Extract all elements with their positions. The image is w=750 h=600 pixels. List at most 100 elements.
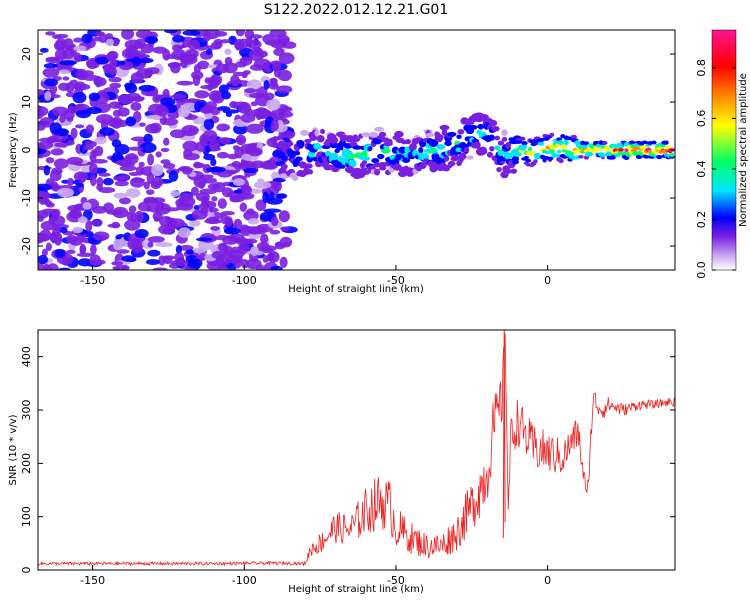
spectrogram-noise-blob: [44, 78, 59, 87]
spectrogram-noise-blob: [260, 233, 269, 244]
spectrogram-noise-blob: [240, 259, 250, 269]
spectrogram-signal-cell: [332, 152, 339, 161]
spectrogram-noise-blob: [269, 30, 287, 38]
spectrogram-noise-blob: [276, 85, 293, 94]
spectrogram-noise-blob: [38, 191, 51, 199]
spectrogram-signal-cell: [434, 133, 444, 142]
spectrogram-signal-cell: [466, 155, 474, 160]
spectrogram-noise-blob: [143, 198, 156, 204]
spectrogram-noise-blob: [188, 219, 201, 227]
spectrogram-noise-blob: [221, 91, 232, 100]
chart-title: S122.2022.012.12.21.G01: [264, 2, 449, 18]
spectrogram-noise-blob: [175, 244, 183, 255]
spectrogram-noise-blob: [73, 52, 82, 63]
spectrogram-noise-blob: [279, 226, 290, 232]
spectrogram-noise-blob: [218, 137, 232, 144]
spectrogram-noise-blob: [241, 238, 258, 244]
spectrogram-noise-blob: [145, 123, 160, 134]
spectrogram-noise-blob: [210, 158, 217, 167]
x-tick-label: -150: [80, 274, 105, 287]
spectrogram-signal-cell: [294, 156, 303, 162]
x-tick-label: -50: [387, 274, 405, 287]
spectrogram-noise-blob: [109, 82, 122, 89]
spectrogram-noise-blob: [93, 76, 107, 87]
spectrogram-noise-blob: [190, 186, 199, 197]
spectrogram-noise-blob: [106, 209, 124, 215]
spectrogram-signal-cell: [381, 147, 391, 154]
x-tick-label: -100: [232, 274, 257, 287]
spectrogram-noise-blob: [134, 210, 144, 223]
spectrogram-noise-blob: [177, 106, 190, 118]
spectrogram-noise-blob: [82, 145, 94, 150]
spectrogram-noise-blob: [182, 30, 201, 36]
spectrogram-noise-blob: [45, 31, 56, 36]
spectrogram-y-ticks: -20 -10 0 10 20: [20, 47, 675, 255]
spectrogram-noise-blob: [89, 254, 101, 266]
spectrogram-signal-cell: [361, 160, 367, 165]
spectrogram-noise-blob: [58, 82, 70, 92]
spectrogram-noise-blob: [195, 237, 213, 242]
spectrogram-noise-blob: [224, 48, 232, 55]
spectrogram-noise-blob: [112, 109, 122, 118]
spectrogram-noise-blob: [58, 267, 71, 270]
spectrogram-noise-blob: [99, 127, 115, 136]
spectrogram-noise-blob: [90, 244, 97, 255]
spectrogram-noise-blob: [151, 176, 164, 188]
spectrogram-noise-blob: [203, 153, 216, 161]
spectrogram-noise-blob: [51, 167, 63, 175]
y-tick-label: 300: [20, 400, 33, 421]
y-tick-label: 200: [20, 453, 33, 474]
colorbar-tick-label: 0.0: [695, 261, 708, 279]
spectrogram-noise-blob: [108, 76, 122, 83]
spectrogram-signal-cell: [402, 157, 411, 163]
spectrogram-signal-cell: [368, 131, 379, 138]
spectrogram-noise-blob: [234, 61, 247, 68]
spectrogram-noise-blob: [239, 202, 248, 212]
spectrogram-noise-blob: [131, 178, 146, 183]
spectrogram-noise-blob: [126, 211, 134, 221]
spectrogram-noise-blob: [205, 48, 213, 55]
spectrogram-noise-blob: [210, 226, 220, 231]
spectrogram-signal-cell: [350, 136, 361, 143]
spectrogram-noise-blob: [223, 227, 241, 235]
spectrogram-noise-blob: [281, 130, 294, 138]
spectrogram-signal-cell: [323, 164, 333, 171]
spectrogram-noise-blob: [59, 69, 70, 75]
spectrogram-signal-cell: [278, 140, 287, 147]
spectrogram-noise-blob: [134, 228, 149, 239]
spectrogram-noise-blob: [264, 92, 275, 101]
spectrogram-noise-blob: [160, 147, 170, 153]
spectrogram-noise-blob: [278, 52, 295, 65]
spectrogram-noise-blob: [39, 229, 52, 242]
spectrogram-noise-blob: [102, 177, 114, 186]
spectrogram-noise-blob: [45, 242, 52, 252]
spectrogram-noise-blob: [235, 30, 246, 37]
spectrogram-noise-blob: [246, 39, 262, 50]
y-tick-label: 0: [20, 147, 33, 154]
spectrogram-noise-blob: [130, 136, 148, 142]
spectrogram-signal-cell: [439, 124, 450, 131]
spectrogram-noise-blob: [269, 229, 281, 235]
spectrogram-noise-blob: [86, 59, 98, 69]
spectrogram-noise-blob: [45, 202, 55, 208]
spectrogram-noise-blob: [194, 162, 206, 169]
spectrogram-noise-blob: [135, 166, 144, 176]
spectrogram-signal-cell: [378, 131, 387, 138]
spectrogram-signal-cell: [303, 163, 313, 169]
spectrogram-signal-cell: [655, 146, 663, 151]
spectrogram-noise-blob: [235, 134, 247, 146]
spectrogram-noise-blob: [197, 60, 210, 70]
spectrogram-signal-cell: [595, 146, 603, 151]
spectrogram-noise-blob: [113, 192, 128, 199]
spectrogram-signal-cell: [292, 173, 299, 182]
spectrogram-signal-cell: [367, 146, 373, 152]
spectrogram-signal-cell: [656, 154, 663, 160]
colorbar-gradient: [711, 29, 737, 271]
spectrogram-signal-cell: [542, 136, 550, 141]
spectrogram-noise-blob: [81, 33, 93, 44]
spectrogram-noise-blob: [194, 90, 210, 99]
spectrogram-noise-blob: [59, 227, 68, 234]
spectrogram-noise-blob: [70, 127, 78, 140]
spectrogram-signal-cell: [603, 147, 610, 151]
spectrogram-noise-blob: [216, 123, 231, 132]
